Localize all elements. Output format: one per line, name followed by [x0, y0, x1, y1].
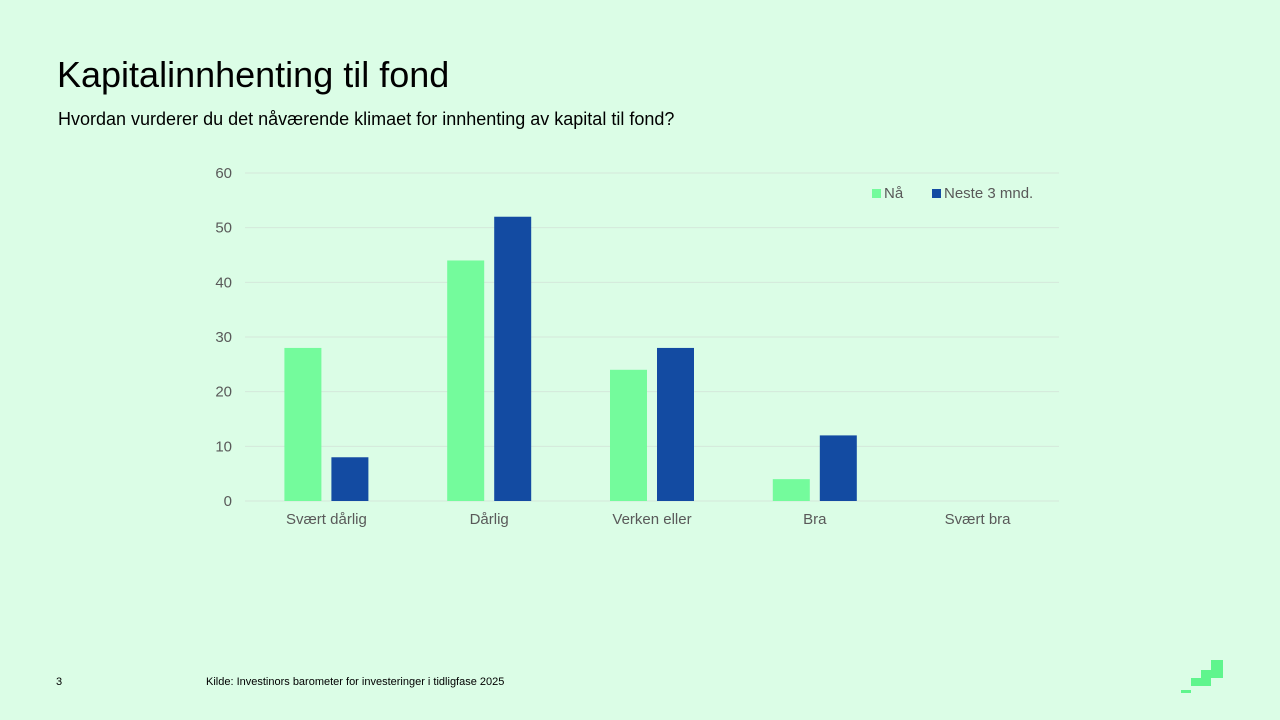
- bar-neste-3-mnd-3: [819, 435, 857, 501]
- bar-neste-3-mnd-0: [331, 457, 369, 501]
- y-tick-label: 60: [215, 165, 232, 182]
- legend-swatch-0: [872, 189, 881, 198]
- x-tick-label: Dårlig: [470, 511, 509, 528]
- slide-subtitle: Hvordan vurderer du det nåværende klimae…: [58, 109, 675, 129]
- y-tick-label: 0: [224, 493, 232, 510]
- x-tick-label: Verken eller: [612, 511, 691, 528]
- bar-neste-3-mnd-1: [494, 216, 532, 501]
- legend-label-0: Nå: [884, 185, 904, 202]
- logo-icon: [1181, 660, 1223, 693]
- bar-neste-3-mnd-2: [657, 347, 694, 501]
- y-tick-label: 20: [215, 384, 232, 401]
- x-tick-label: Svært bra: [945, 511, 1012, 528]
- bar-na-2: [610, 369, 647, 501]
- source-note: Kilde: Investinors barometer for investe…: [206, 676, 505, 688]
- legend-swatch-1: [932, 189, 941, 198]
- x-tick-label: Bra: [803, 511, 827, 528]
- x-tick-label: Svært dårlig: [286, 511, 367, 528]
- y-tick-label: 10: [215, 438, 232, 455]
- page-number: 3: [56, 676, 63, 688]
- legend-label-1: Neste 3 mnd.: [944, 185, 1033, 202]
- bar-na-3: [772, 479, 810, 501]
- y-tick-label: 30: [215, 329, 232, 346]
- y-tick-label: 50: [215, 220, 232, 237]
- bar-na-0: [284, 347, 322, 501]
- bar-na-1: [447, 260, 485, 501]
- slide-title: Kapitalinnhenting til fond: [57, 54, 450, 95]
- y-tick-label: 40: [215, 274, 232, 291]
